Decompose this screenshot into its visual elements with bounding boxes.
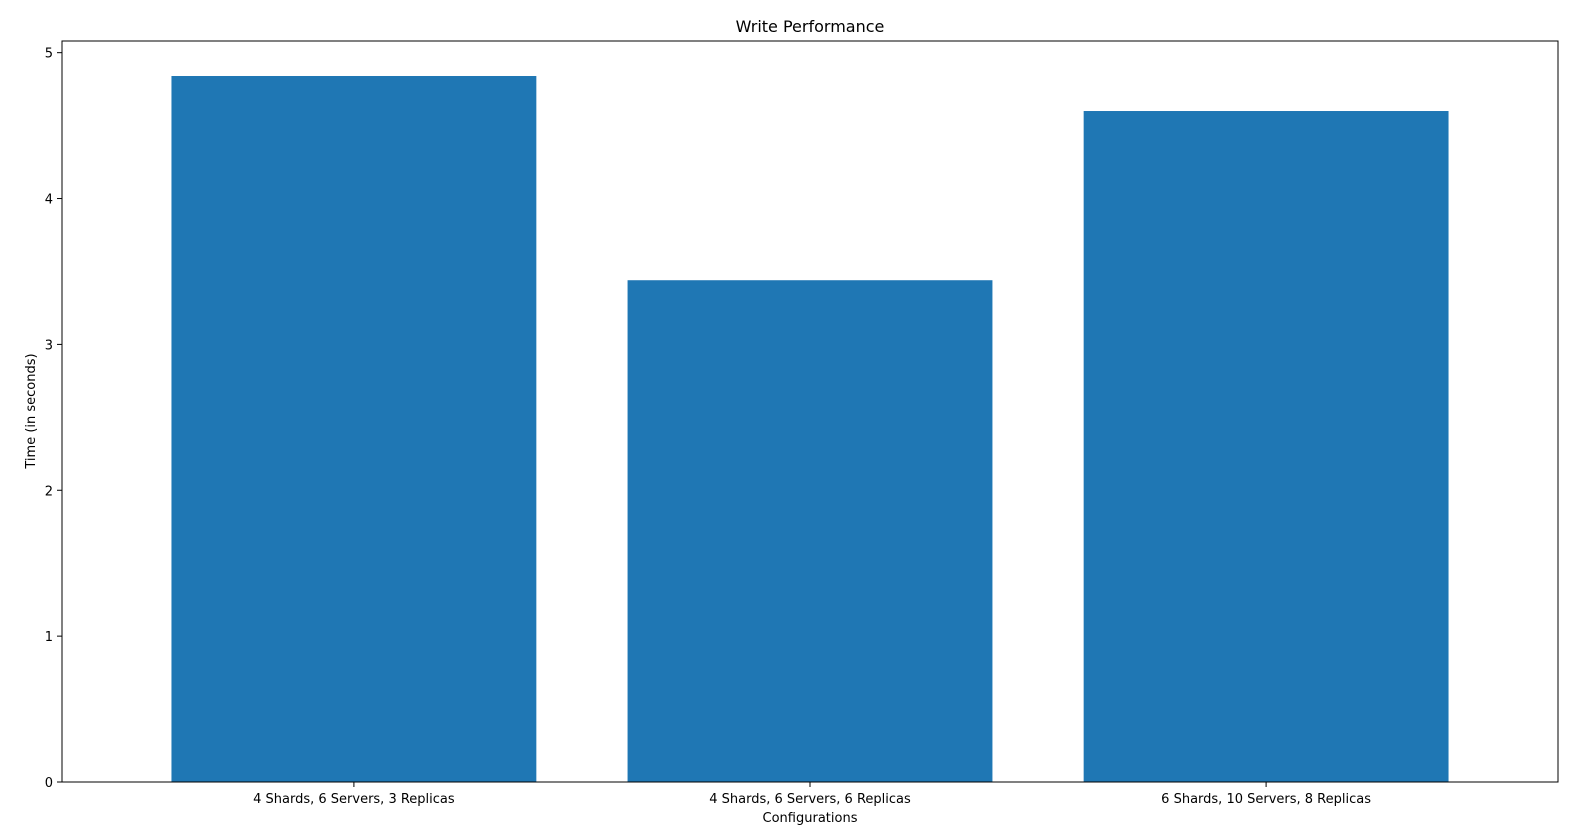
x-tick-label: 4 Shards, 6 Servers, 3 Replicas <box>253 792 455 807</box>
y-axis-label: Time (in seconds) <box>24 353 39 469</box>
bars-layer <box>171 76 1449 782</box>
y-tick-label: 5 <box>45 47 53 62</box>
y-tick-label: 2 <box>45 484 53 499</box>
x-axis: 4 Shards, 6 Servers, 3 Replicas 4 Shards,… <box>253 782 1371 807</box>
y-axis: 0 1 2 3 4 5 <box>45 47 62 791</box>
x-axis-label: Configurations <box>763 811 858 826</box>
chart-title: Write Performance <box>736 17 885 36</box>
y-tick-label: 0 <box>45 776 53 791</box>
x-tick-label: 6 Shards, 10 Servers, 8 Replicas <box>1161 792 1371 807</box>
bar-1 <box>171 76 537 782</box>
bar-2 <box>627 280 993 782</box>
y-tick-label: 3 <box>45 338 53 353</box>
bar-3 <box>1083 111 1449 782</box>
x-tick-label: 4 Shards, 6 Servers, 6 Replicas <box>709 792 911 807</box>
y-tick-label: 1 <box>45 630 53 645</box>
y-tick-label: 4 <box>45 193 53 208</box>
